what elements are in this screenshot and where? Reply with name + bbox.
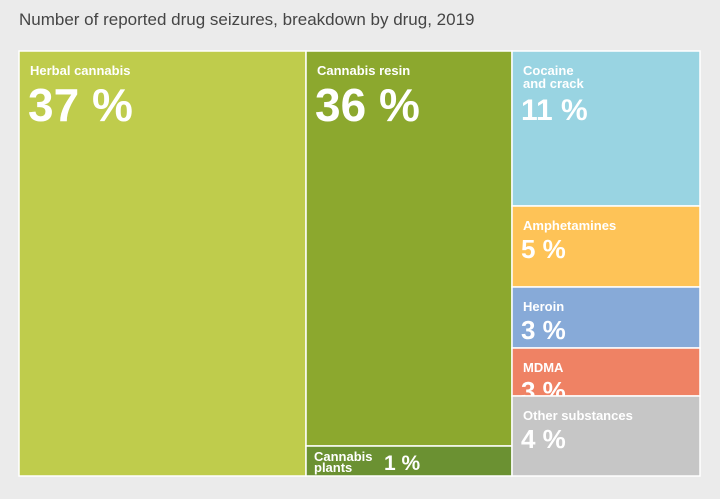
segment-label-cocaine-and-crack: Cocaine and crack bbox=[523, 63, 584, 91]
segment-rect-mdma bbox=[511, 347, 701, 397]
segment-value-heroin: 3 % bbox=[521, 315, 566, 345]
segment-label-cannabis-plants: Cannabis plants bbox=[314, 449, 373, 475]
segment-label-amphetamines: Amphetamines bbox=[523, 218, 616, 233]
segment-rect-heroin bbox=[511, 286, 701, 349]
segment-cannabis-plants: Cannabis plants 1 % bbox=[305, 445, 513, 477]
segment-value-cocaine-and-crack: 11 % bbox=[521, 94, 588, 127]
segment-label-herbal-cannabis: Herbal cannabis bbox=[30, 63, 130, 78]
segment-label-cannabis-resin: Cannabis resin bbox=[317, 63, 410, 78]
segment-value-amphetamines: 5 % bbox=[521, 234, 566, 264]
segment-rect-other-substances bbox=[511, 395, 701, 477]
segment-rect-amphetamines bbox=[511, 205, 701, 288]
segment-cocaine-and-crack: Cocaine and crack 11 % bbox=[511, 50, 701, 207]
segment-label-other-substances: Other substances bbox=[523, 408, 633, 423]
segment-value-cannabis-plants: 1 % bbox=[384, 452, 421, 475]
segment-value-herbal-cannabis: 37 % bbox=[28, 79, 133, 131]
segment-value-cannabis-resin: 36 % bbox=[315, 79, 420, 131]
chart-title: Number of reported drug seizures, breakd… bbox=[19, 10, 475, 29]
segment-value-other-substances: 4 % bbox=[521, 424, 566, 454]
segment-label-mdma: MDMA bbox=[523, 360, 564, 375]
segment-label-heroin: Heroin bbox=[523, 299, 564, 314]
segment-rect-cannabis-resin bbox=[305, 50, 513, 447]
segment-rect-cocaine-and-crack bbox=[511, 50, 701, 207]
